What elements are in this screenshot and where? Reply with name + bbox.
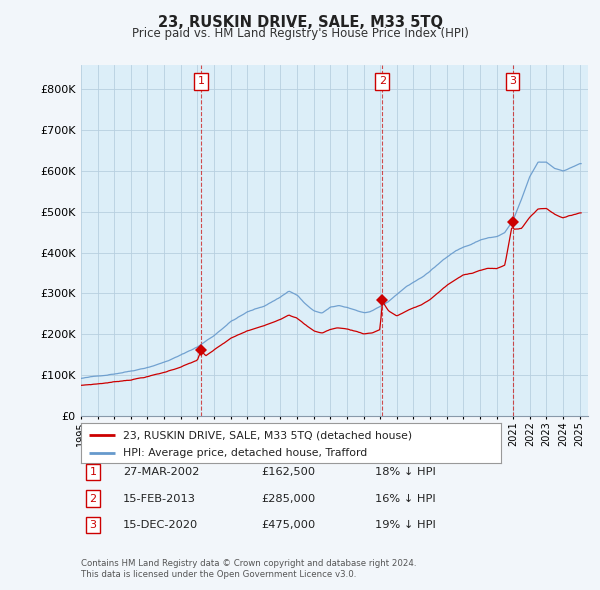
Text: 15-DEC-2020: 15-DEC-2020 <box>123 520 198 530</box>
Text: 1: 1 <box>197 76 205 86</box>
Text: HPI: Average price, detached house, Trafford: HPI: Average price, detached house, Traf… <box>123 448 367 458</box>
Text: £162,500: £162,500 <box>261 467 315 477</box>
Text: Price paid vs. HM Land Registry's House Price Index (HPI): Price paid vs. HM Land Registry's House … <box>131 27 469 40</box>
Text: 2: 2 <box>89 494 97 503</box>
Text: 3: 3 <box>509 76 516 86</box>
Text: This data is licensed under the Open Government Licence v3.0.: This data is licensed under the Open Gov… <box>81 571 356 579</box>
Text: 18% ↓ HPI: 18% ↓ HPI <box>375 467 436 477</box>
Text: £285,000: £285,000 <box>261 494 315 503</box>
Text: 19% ↓ HPI: 19% ↓ HPI <box>375 520 436 530</box>
Text: Contains HM Land Registry data © Crown copyright and database right 2024.: Contains HM Land Registry data © Crown c… <box>81 559 416 568</box>
Text: 16% ↓ HPI: 16% ↓ HPI <box>375 494 436 503</box>
Text: 23, RUSKIN DRIVE, SALE, M33 5TQ (detached house): 23, RUSKIN DRIVE, SALE, M33 5TQ (detache… <box>123 430 412 440</box>
Text: 2: 2 <box>379 76 386 86</box>
Text: 23, RUSKIN DRIVE, SALE, M33 5TQ: 23, RUSKIN DRIVE, SALE, M33 5TQ <box>157 15 443 30</box>
Text: 15-FEB-2013: 15-FEB-2013 <box>123 494 196 503</box>
Text: 1: 1 <box>89 467 97 477</box>
Text: 27-MAR-2002: 27-MAR-2002 <box>123 467 199 477</box>
Text: £475,000: £475,000 <box>261 520 315 530</box>
Text: 3: 3 <box>89 520 97 530</box>
